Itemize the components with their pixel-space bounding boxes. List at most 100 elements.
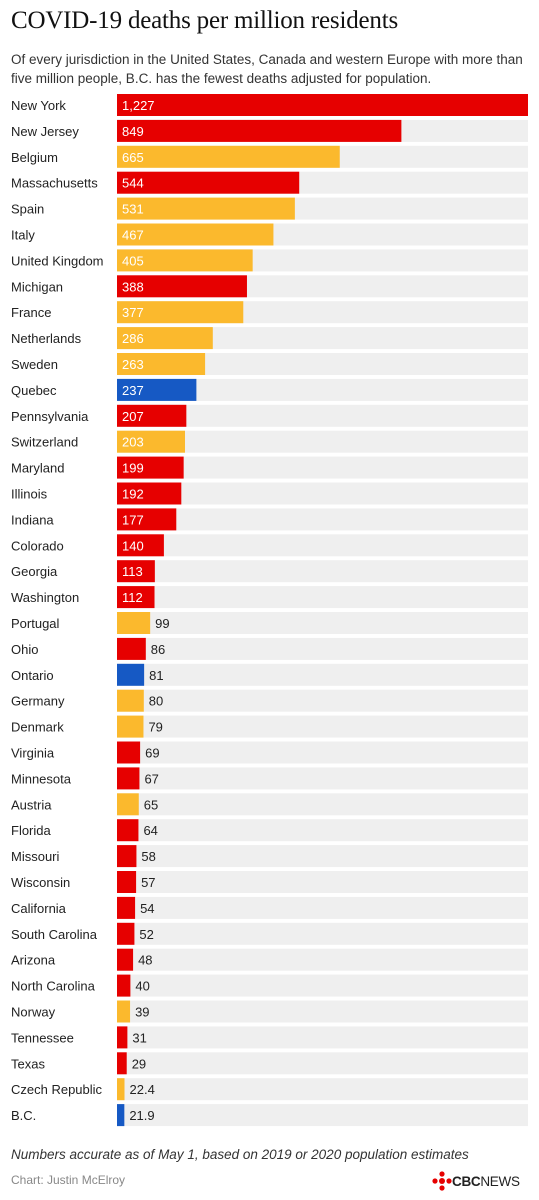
category-label: California: [11, 901, 67, 916]
value-label: 54: [140, 901, 154, 916]
bar-row: Indiana 177: [11, 508, 528, 531]
category-label: Illinois: [11, 487, 48, 502]
bar-row: Massachusetts 544: [11, 171, 528, 194]
bar-row: New Jersey 849: [11, 119, 528, 142]
bar-track: [117, 456, 528, 479]
bar: [117, 974, 131, 997]
category-label: Colorado: [11, 538, 64, 553]
bar-track: [117, 1000, 528, 1023]
bar-track: [117, 663, 528, 686]
bar-chart: New York 1,227 New Jersey 849 Belgium 665 Mass…: [11, 94, 528, 1127]
bar: [117, 560, 155, 583]
value-label: 21.9: [129, 1108, 154, 1123]
bar-track: [117, 1078, 528, 1101]
value-label: 112: [122, 590, 143, 605]
bar-row: Norway 39: [11, 1000, 528, 1023]
category-label: Quebec: [11, 383, 57, 398]
category-label: Wisconsin: [11, 875, 70, 890]
category-label: Texas: [11, 1056, 45, 1071]
bar: [117, 689, 144, 712]
bar: [117, 896, 136, 919]
bar: [117, 456, 184, 479]
bar: [117, 1078, 125, 1101]
bar-row: Georgia 113: [11, 560, 528, 583]
category-label: Czech Republic: [11, 1082, 103, 1097]
bar-row: Switzerland 203: [11, 430, 528, 453]
category-label: Georgia: [11, 564, 58, 579]
category-label: New York: [11, 98, 66, 113]
chart-title: COVID-19 deaths per million residents: [11, 7, 398, 34]
bar-row: Arizona 48: [11, 948, 528, 971]
logo-news-text: NEWS: [480, 1173, 520, 1189]
bar-track: [117, 741, 528, 764]
category-label: Austria: [11, 797, 52, 812]
bar-row: Tennessee 31: [11, 1026, 528, 1049]
bar-row: France 377: [11, 301, 528, 324]
category-label: Ontario: [11, 668, 54, 683]
value-label: 40: [135, 979, 149, 994]
bar-track: [117, 871, 528, 893]
category-label: Spain: [11, 202, 44, 217]
value-label: 39: [135, 1005, 149, 1020]
category-label: Maryland: [11, 461, 64, 476]
bar-track: [117, 327, 528, 350]
value-label: 388: [122, 279, 144, 294]
bar-row: Netherlands 286: [11, 327, 528, 350]
value-label: 48: [138, 953, 152, 968]
bar: [117, 586, 155, 609]
category-label: Switzerland: [11, 435, 78, 450]
category-label: Florida: [11, 823, 52, 838]
bar: [117, 197, 295, 220]
category-label: Massachusetts: [11, 176, 98, 191]
bar-track: [117, 922, 528, 945]
bar-row: Illinois 192: [11, 482, 528, 505]
bar-row: Czech Republic 22.4: [11, 1078, 528, 1101]
value-label: 81: [149, 668, 163, 683]
bar-row: Ontario 81: [11, 663, 528, 686]
bar: [117, 378, 197, 401]
value-label: 199: [122, 461, 144, 476]
bar-row: California 54: [11, 896, 528, 919]
bar: [117, 1104, 125, 1127]
category-label: United Kingdom: [11, 253, 104, 268]
category-label: Germany: [11, 694, 65, 709]
bar-track: [117, 560, 528, 583]
bar-row: Virginia 69: [11, 741, 528, 764]
category-label: France: [11, 305, 51, 320]
category-label: Portugal: [11, 616, 60, 631]
chart-note: Numbers accurate as of May 1, based on 2…: [11, 1147, 469, 1162]
bar: [117, 249, 253, 272]
bar-track: [117, 508, 528, 531]
bar-track: [117, 637, 528, 660]
bar-row: Ohio 86: [11, 637, 528, 660]
bar: [117, 301, 244, 324]
category-label: Washington: [11, 590, 79, 605]
category-label: Pennsylvania: [11, 409, 89, 424]
bar: [117, 819, 139, 842]
value-label: 192: [122, 487, 144, 502]
value-label: 849: [122, 124, 144, 139]
value-label: 177: [122, 512, 144, 527]
bar-row: Minnesota 67: [11, 767, 528, 790]
bar-track: [117, 534, 528, 557]
bar: [117, 767, 140, 790]
bar-row: Spain 531: [11, 197, 528, 220]
bar-track: [117, 767, 528, 790]
value-label: 203: [122, 435, 144, 450]
bar-row: South Carolina 52: [11, 922, 528, 945]
bar-row: Missouri 58: [11, 845, 528, 868]
bar: [117, 871, 137, 893]
bar-track: [117, 845, 528, 868]
value-label: 86: [151, 642, 165, 657]
bar-track: [117, 404, 528, 427]
bar: [117, 534, 164, 557]
category-label: Norway: [11, 1005, 56, 1020]
bar: [117, 741, 141, 764]
bar-row: New York 1,227: [11, 94, 528, 116]
bar: [117, 715, 144, 738]
bar: [117, 948, 134, 971]
value-label: 1,227: [122, 98, 155, 113]
category-label: Italy: [11, 228, 35, 243]
bar: [117, 1052, 127, 1075]
bar-track: [117, 948, 528, 971]
